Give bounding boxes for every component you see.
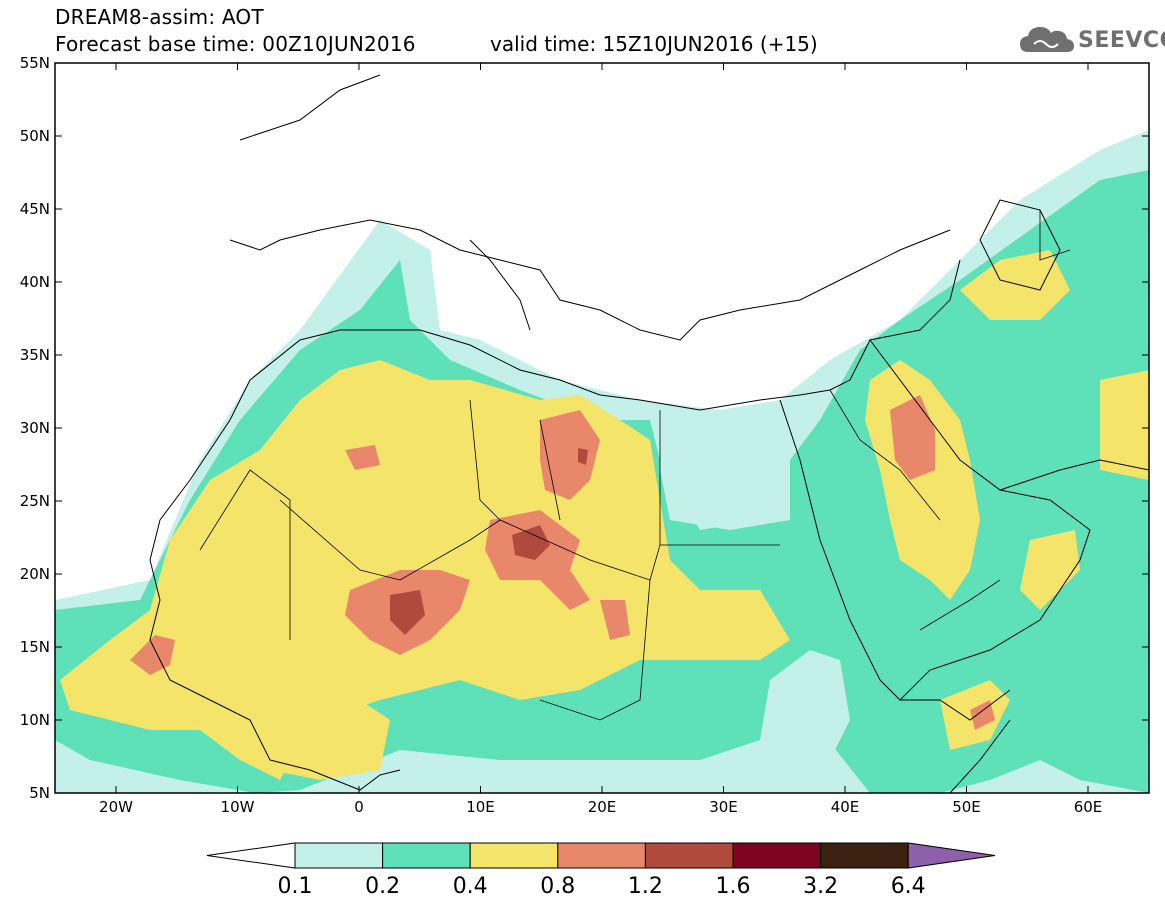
aot-band-0.1-egypt <box>660 420 790 530</box>
colorbar-label: 1.2 <box>628 874 663 899</box>
aot-band-1.2-chad <box>512 525 550 560</box>
lat-tick-label: 20N <box>20 565 50 583</box>
lon-tick-label: 20E <box>588 798 617 816</box>
forecast-base-time: Forecast base time: 00Z10JUN2016 <box>55 32 416 56</box>
aot-band-0.8-sudan <box>600 600 630 640</box>
colorbar-label: 3.2 <box>803 874 838 899</box>
aot-band-1.2-mali <box>390 590 425 635</box>
colorbar-swatch <box>644 842 734 869</box>
lat-tick-label: 50N <box>20 127 50 145</box>
lat-tick-label: 40N <box>20 273 50 291</box>
lon-tick-label: 10W <box>221 798 255 816</box>
lon-tick-label: 30E <box>709 798 738 816</box>
valid-time: valid time: 15Z10JUN2016 (+15) <box>490 32 818 56</box>
aot-band-0.4-oman <box>1020 530 1080 610</box>
longitude-axis: 20W 10W 0 10E 20E 30E 40E 50E 60E <box>99 63 1102 816</box>
logo-text: SEEVCCC <box>1078 28 1165 53</box>
coastlines <box>149 74 1149 793</box>
lat-tick-label: 35N <box>20 346 50 364</box>
lat-tick-label: 30N <box>20 419 50 437</box>
borders <box>199 210 1071 721</box>
aot-band-0.8-senegal <box>130 635 175 675</box>
colorbar-label: 0.4 <box>453 874 488 899</box>
colorbar-swatch <box>294 842 384 869</box>
colorbar-label: 0.2 <box>365 874 400 899</box>
colorbar-swatch <box>732 842 822 869</box>
lat-tick-label: 45N <box>20 200 50 218</box>
aot-band-0.8-libya <box>540 410 600 500</box>
colorbar-label: 1.6 <box>716 874 751 899</box>
seevccc-logo: SEEVCCC <box>1018 22 1165 58</box>
lon-tick-label: 10E <box>466 798 495 816</box>
colorbar-legend: 0.1 0.2 0.4 0.8 1.2 1.6 3.2 6.4 <box>206 842 996 899</box>
lat-tick-label: 25N <box>20 492 50 510</box>
colorbar-swatch <box>820 842 909 869</box>
aot-fields <box>55 130 1149 793</box>
lat-tick-label: 5N <box>29 784 50 802</box>
aot-band-1.2-libya <box>578 448 588 465</box>
lon-tick-label: 20W <box>99 798 133 816</box>
aot-band-0.8-saudi <box>890 395 935 480</box>
aot-band-0.4-iran <box>1100 370 1149 480</box>
lat-tick-label: 55N <box>20 54 50 72</box>
colorbar-low-arrow <box>206 842 296 869</box>
lon-tick-label: 50E <box>952 798 981 816</box>
colorbar-swatch <box>469 842 559 869</box>
aot-band-0.4-gulf-guinea <box>270 700 390 780</box>
aot-band-0.4-caspian <box>960 250 1070 320</box>
lat-tick-label: 10N <box>20 711 50 729</box>
aot-band-0.8-chad <box>485 510 590 610</box>
colorbar-swatch <box>382 842 471 869</box>
aot-band-0.1-ethiopia <box>760 650 850 770</box>
colorbar-swatch <box>557 842 646 869</box>
colorbar-label: 0.8 <box>540 874 575 899</box>
lon-tick-label: 0 <box>354 798 364 816</box>
lon-tick-label: 60E <box>1074 798 1103 816</box>
colorbar-label: 6.4 <box>891 874 926 899</box>
map-title: DREAM8-assim: AOT <box>55 5 264 29</box>
aot-band-0.8-somalia <box>970 700 995 730</box>
aot-band-0.8-north <box>345 445 380 470</box>
latitude-axis: 55N 50N 45N 40N 35N 30N 25N 20N 15N 10N 5N <box>20 54 1149 802</box>
lon-tick-label: 40E <box>831 798 860 816</box>
cloud-icon <box>1020 27 1074 52</box>
colorbar-label: 0.1 <box>278 874 313 899</box>
colorbar-high-arrow <box>907 842 996 869</box>
lat-tick-label: 15N <box>20 638 50 656</box>
